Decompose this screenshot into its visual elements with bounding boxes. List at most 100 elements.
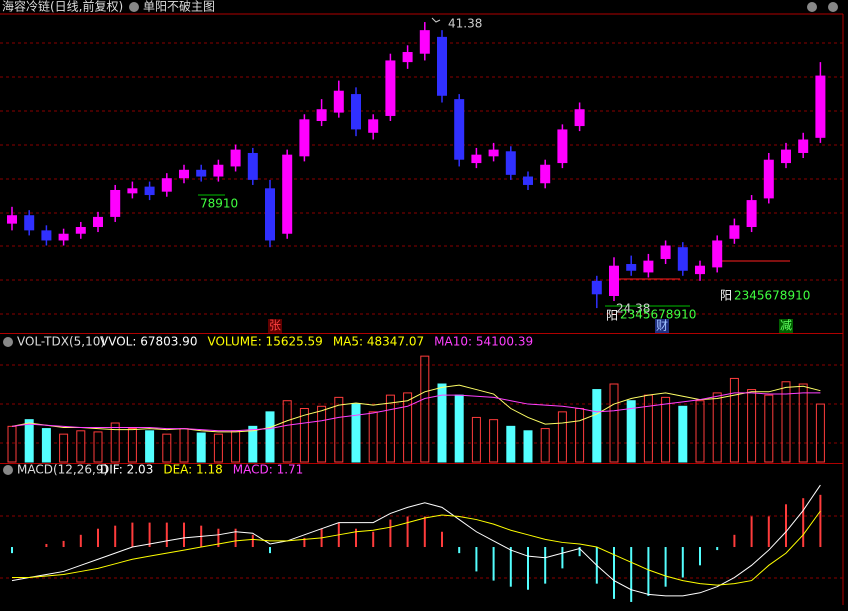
volume-bar (24, 419, 34, 463)
candle-body (419, 30, 430, 54)
annotation: 2345678910 (734, 289, 810, 303)
volume-bar (781, 381, 791, 463)
candle-body (488, 149, 499, 157)
volume-bar (471, 416, 481, 463)
volume-bar (764, 394, 774, 463)
candle-body (574, 109, 585, 127)
candle-body (58, 233, 69, 241)
volume-bar (110, 422, 120, 463)
header-value: VOLUME: 15625.59 (207, 335, 322, 349)
volume-bar (145, 430, 155, 463)
indicator-line (12, 510, 821, 586)
volume-bar (798, 383, 808, 463)
candle-body (179, 169, 189, 179)
volume-bar (489, 419, 499, 463)
candle-body (265, 188, 275, 241)
candle-body (712, 240, 723, 268)
candle-body (110, 189, 121, 217)
volume-bar (609, 383, 619, 463)
candle-body (144, 186, 155, 196)
header-value: DEA: 1.18 (163, 463, 222, 477)
volume-bar (815, 403, 825, 463)
candle-body (7, 215, 17, 224)
header-value: MA10: 54100.39 (434, 335, 533, 349)
volume-bar (317, 405, 327, 463)
volume-bar (506, 425, 516, 463)
candle-body (643, 260, 654, 273)
volume-bar (454, 394, 464, 463)
candle-body (746, 200, 757, 228)
indicator-line (11, 484, 821, 597)
volume-bar (403, 392, 413, 463)
volume-bar (729, 377, 739, 463)
header-value: VVOL: 67803.90 (100, 335, 197, 349)
candle-body (402, 52, 413, 63)
volume-bar (592, 389, 602, 463)
volume-bar (557, 411, 567, 463)
candle-body (798, 139, 809, 153)
candle-body (763, 159, 774, 199)
candle-body (299, 119, 310, 157)
header-value: MA5: 48347.07 (333, 335, 424, 349)
candle-body (333, 90, 344, 113)
volume-bar (127, 428, 137, 463)
volume-bar (76, 430, 86, 463)
volume-bar (248, 425, 258, 463)
volume-bar (196, 432, 206, 463)
candle-body (385, 60, 396, 116)
annotation: 阳 (606, 309, 618, 323)
header-value: MACD: 1.71 (233, 463, 304, 477)
volume-bar (368, 411, 378, 463)
volume-bar (265, 411, 275, 463)
candle-body (437, 36, 447, 96)
candle-body (368, 119, 379, 133)
candle-body (505, 151, 516, 175)
volume-bar (334, 396, 344, 463)
candle-body (230, 149, 241, 167)
candle-body (591, 280, 602, 295)
volume-bar (351, 403, 361, 463)
candle-body (196, 169, 207, 177)
candle-body (247, 152, 258, 180)
candle-body (695, 265, 705, 275)
volume-bar (385, 394, 395, 463)
indicator-line (11, 392, 821, 432)
header-value: DIF: 2.03 (100, 463, 153, 477)
volume-bar (162, 433, 172, 463)
candle-body (557, 129, 568, 164)
annotation: 2345678910 (620, 308, 696, 322)
volume-bar (695, 400, 705, 463)
volume-bar (420, 355, 430, 463)
volume-bar (282, 400, 292, 463)
candle-body (660, 245, 671, 259)
candle-body (609, 265, 619, 296)
annotation: 78910 (200, 197, 238, 211)
candle-body (75, 227, 86, 234)
marker: 减 (780, 319, 792, 333)
candle-body (351, 94, 361, 130)
volume-bar (437, 383, 447, 463)
volume-bar (661, 396, 671, 463)
subtitle[interactable]: 单阳不破主图 (143, 0, 215, 14)
volume-bar (299, 408, 309, 463)
volume-bar (213, 433, 223, 463)
volume-bar (41, 428, 51, 463)
title: 海容冷链(日线,前复权) (2, 0, 123, 14)
candle-body (316, 109, 327, 122)
candle-body (93, 216, 103, 228)
candle-body (454, 99, 465, 160)
candle-body (540, 164, 551, 184)
volume-bar (523, 430, 533, 463)
candle-body (729, 225, 740, 239)
volume-bar (59, 433, 69, 463)
annotation: 41.38 (448, 17, 482, 31)
marker: 财 (656, 319, 668, 333)
candle-body (24, 215, 35, 231)
indicator-line (11, 384, 821, 433)
volume-bar (540, 428, 550, 463)
candle-body (161, 178, 172, 192)
candle-body (781, 149, 791, 164)
candle-body (471, 154, 482, 164)
annotation: 阳 (720, 289, 732, 303)
